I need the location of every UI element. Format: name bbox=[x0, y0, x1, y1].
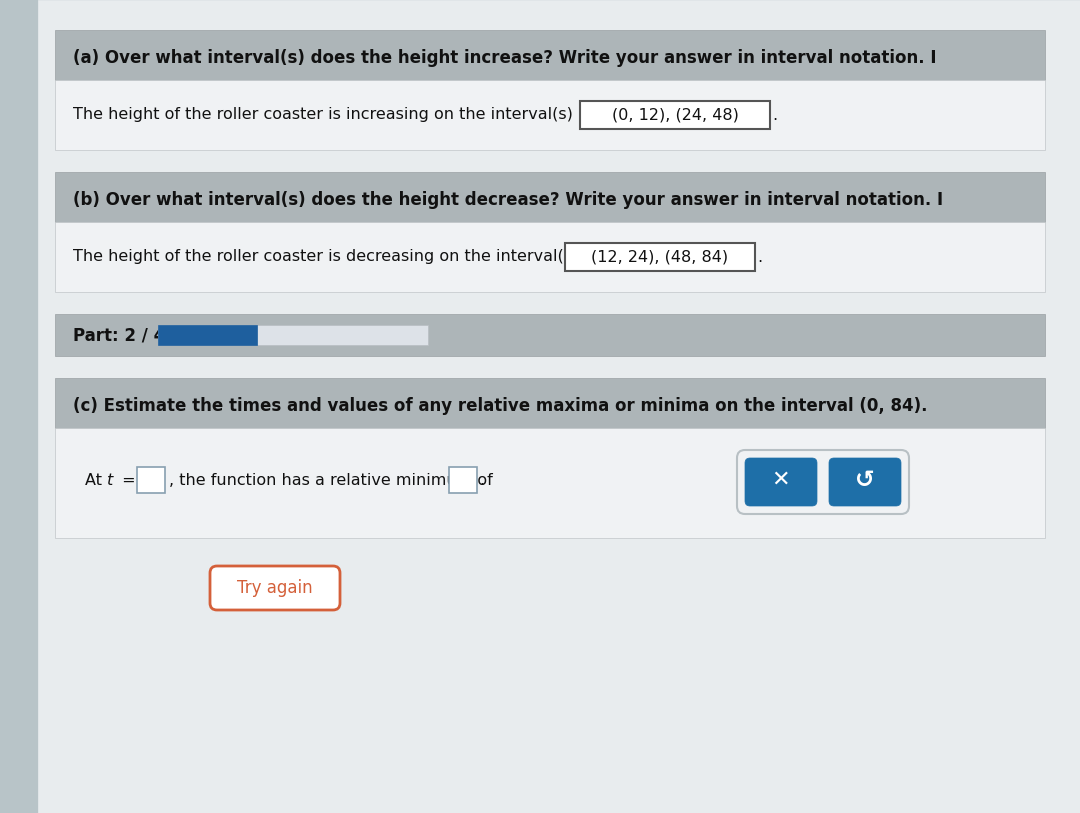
Bar bbox=[55, 378, 1045, 428]
Bar bbox=[565, 243, 755, 271]
Bar bbox=[55, 222, 1045, 292]
Bar bbox=[449, 467, 477, 493]
Text: ✕: ✕ bbox=[772, 470, 791, 490]
Text: The height of the roller coaster is increasing on the interval(s): The height of the roller coaster is incr… bbox=[73, 107, 572, 123]
Text: (c) Estimate the times and values of any relative maxima or minima on the interv: (c) Estimate the times and values of any… bbox=[73, 397, 928, 415]
Text: .: . bbox=[757, 250, 762, 264]
Text: (b) Over what interval(s) does the height decrease? Write your answer in interva: (b) Over what interval(s) does the heigh… bbox=[73, 191, 943, 209]
FancyBboxPatch shape bbox=[829, 458, 901, 506]
Text: ↺: ↺ bbox=[855, 468, 875, 492]
Bar bbox=[55, 428, 1045, 538]
Text: =: = bbox=[117, 472, 136, 488]
Bar bbox=[55, 30, 1045, 80]
FancyBboxPatch shape bbox=[210, 566, 340, 610]
Text: t: t bbox=[107, 472, 113, 488]
Text: (12, 24), (48, 84): (12, 24), (48, 84) bbox=[592, 250, 729, 264]
Bar bbox=[137, 467, 165, 493]
Bar bbox=[55, 80, 1045, 150]
Text: Part: 2 / 4: Part: 2 / 4 bbox=[73, 326, 165, 344]
Text: .: . bbox=[480, 472, 484, 488]
Text: (0, 12), (24, 48): (0, 12), (24, 48) bbox=[611, 107, 739, 123]
Text: (a) Over what interval(s) does the height increase? Write your answer in interva: (a) Over what interval(s) does the heigh… bbox=[73, 49, 936, 67]
Text: , the function has a relative minimum of: , the function has a relative minimum of bbox=[168, 472, 492, 488]
Text: Try again: Try again bbox=[238, 579, 313, 597]
Bar bbox=[55, 314, 1045, 356]
Text: .: . bbox=[772, 107, 778, 123]
FancyBboxPatch shape bbox=[737, 450, 909, 514]
Bar bbox=[580, 101, 770, 129]
FancyBboxPatch shape bbox=[745, 458, 816, 506]
Text: The height of the roller coaster is decreasing on the interval(s): The height of the roller coaster is decr… bbox=[73, 250, 578, 264]
Bar bbox=[55, 172, 1045, 222]
Text: At: At bbox=[85, 472, 107, 488]
Bar bbox=[158, 325, 428, 345]
Bar bbox=[158, 325, 257, 345]
